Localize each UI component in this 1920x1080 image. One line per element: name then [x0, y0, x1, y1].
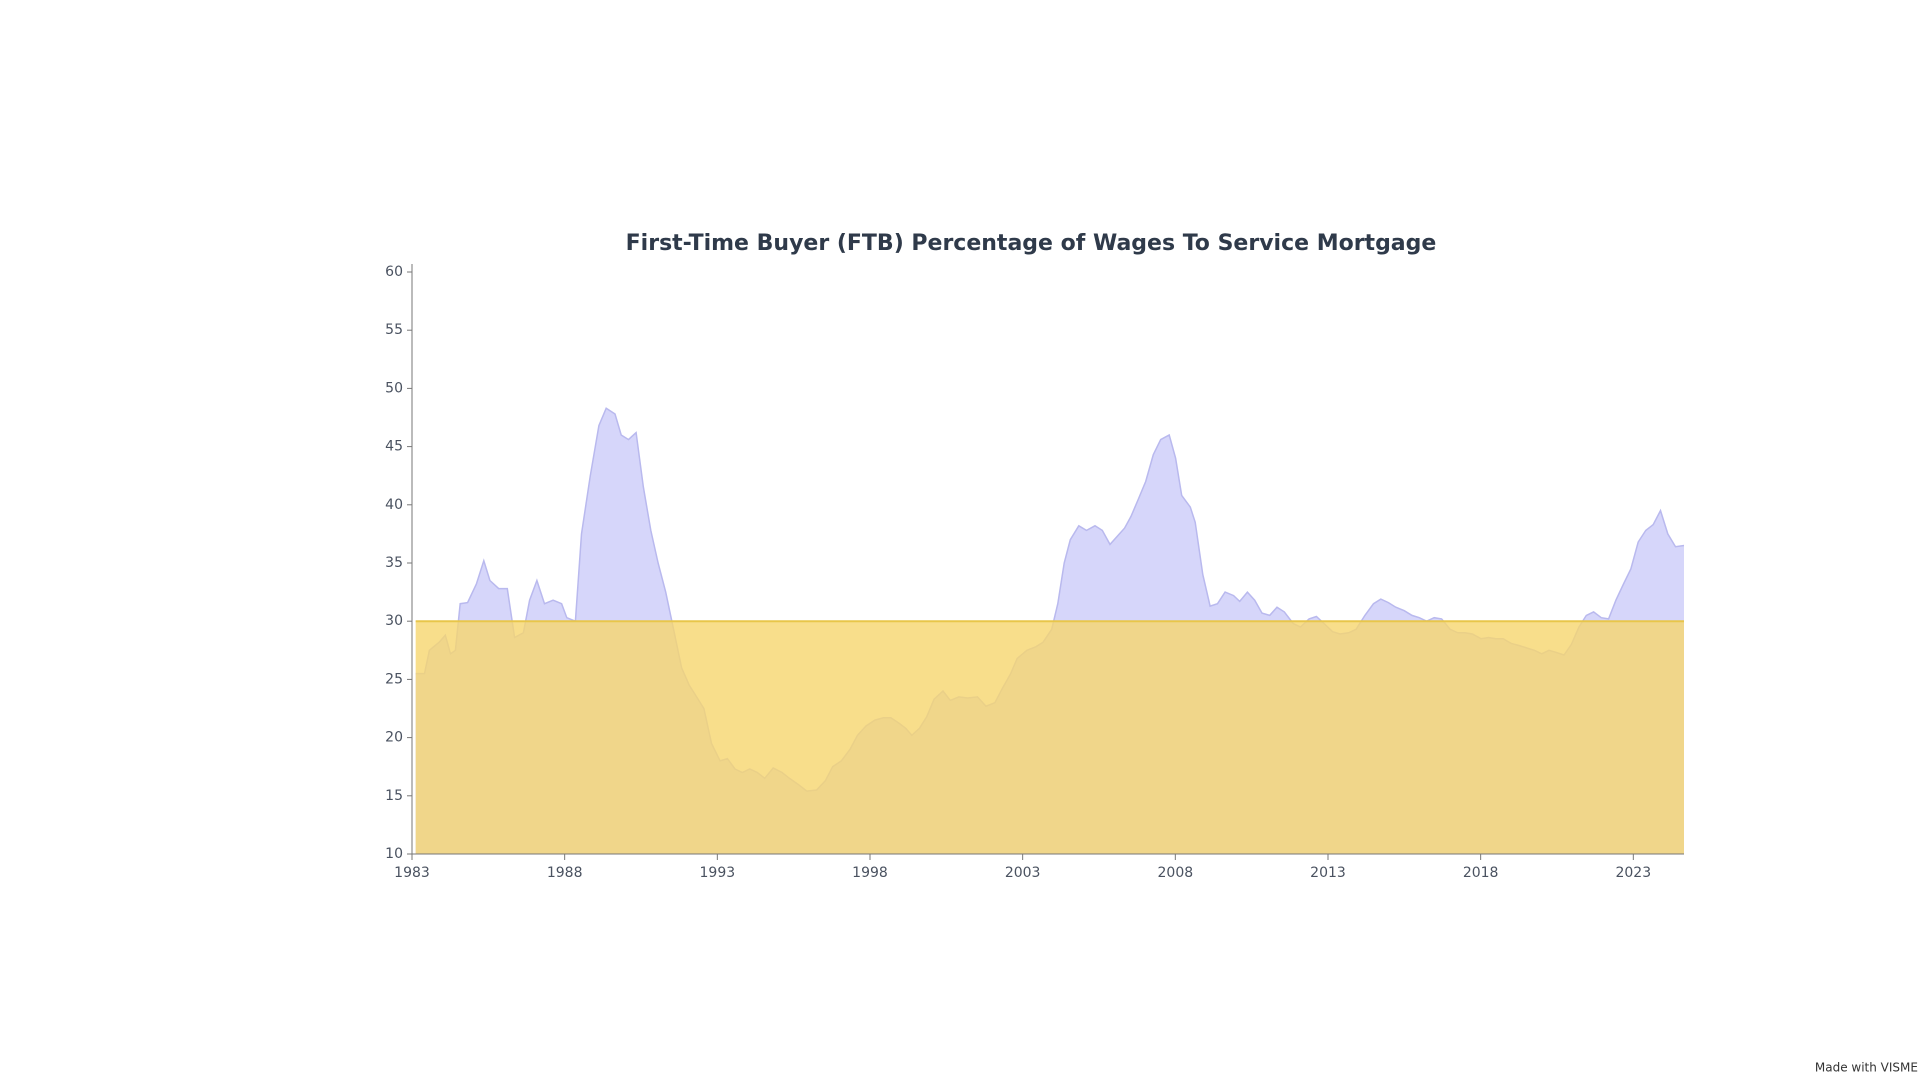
x-tick-label: 1998 [852, 865, 888, 881]
x-tick-label: 1988 [547, 865, 583, 881]
y-tick-label: 40 [385, 497, 403, 513]
x-tick-label: 2008 [1158, 865, 1194, 881]
x-tick-label: 1983 [394, 865, 430, 881]
y-tick-label: 50 [385, 380, 403, 396]
x-tick-label: 2013 [1310, 865, 1346, 881]
reference-area [415, 621, 1684, 854]
x-tick-label: 2018 [1463, 865, 1499, 881]
chart-title: First-Time Buyer (FTB) Percentage of Wag… [626, 231, 1437, 256]
y-tick-label: 60 [385, 264, 403, 280]
y-tick-label: 45 [385, 439, 403, 455]
y-tick-label: 35 [385, 555, 403, 571]
y-tick-label: 20 [385, 730, 403, 746]
y-tick-label: 55 [385, 322, 403, 338]
watermark: Made with VISME [1815, 1061, 1918, 1075]
x-tick-label: 2023 [1615, 865, 1651, 881]
x-tick-label: 1993 [700, 865, 736, 881]
y-tick-label: 10 [385, 846, 403, 862]
x-tick-label: 2003 [1005, 865, 1041, 881]
y-tick-label: 25 [385, 671, 403, 687]
y-tick-label: 15 [385, 788, 403, 804]
y-tick-label: 30 [385, 613, 403, 629]
